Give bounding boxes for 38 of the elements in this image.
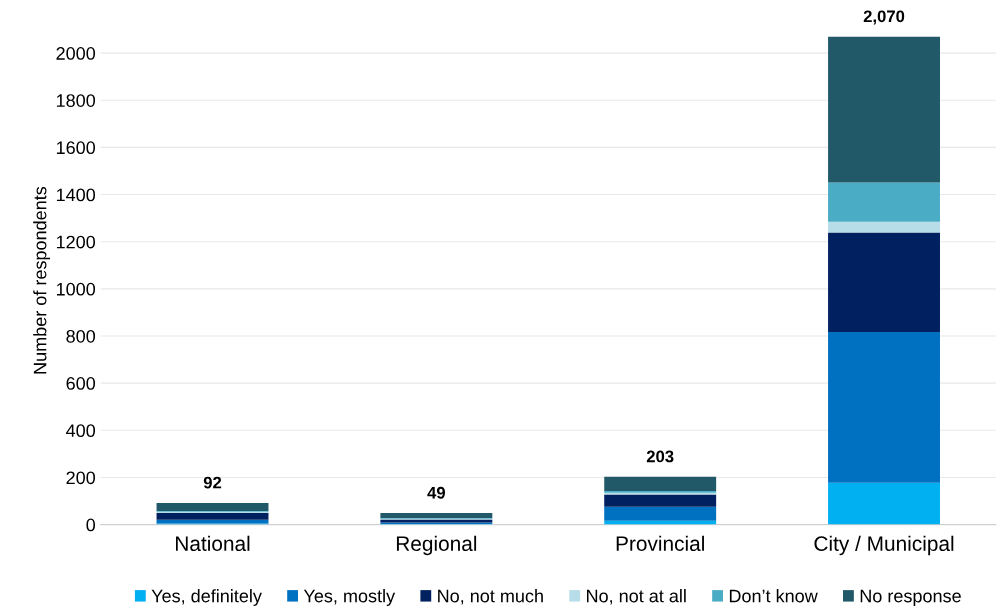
bar — [156, 502, 269, 511]
y-tick-label: 800 — [66, 329, 96, 343]
bar — [604, 476, 717, 492]
bar — [156, 513, 269, 520]
bar — [828, 232, 940, 332]
y-tick-label: 1200 — [56, 235, 96, 249]
y-tick-label: 0 — [86, 518, 96, 532]
legend-label: No response — [860, 589, 961, 606]
bar — [604, 506, 717, 521]
y-tick-label: 1400 — [56, 188, 96, 202]
y-tick-label: 1000 — [56, 282, 96, 296]
x-tick-label: Provincial — [616, 535, 704, 552]
x-tick-label: City / Municipal — [814, 535, 954, 556]
bar — [380, 513, 493, 518]
bar — [828, 36, 940, 183]
total-label: 92 — [203, 476, 222, 489]
bar — [828, 482, 940, 525]
legend-label: Don’t know — [729, 589, 818, 603]
bar — [828, 331, 940, 483]
y-tick-label: 200 — [66, 471, 96, 485]
y-tick-label: 400 — [66, 424, 96, 438]
bar — [604, 494, 717, 507]
bar — [828, 221, 940, 233]
legend-label: Yes, definitely — [151, 589, 262, 606]
x-tick-label: Regional — [396, 535, 477, 556]
x-tick-label: National — [176, 535, 250, 552]
y-axis-title: Number of respondents — [33, 186, 51, 374]
total-label: 2,070 — [863, 10, 905, 25]
legend-label: No, not much — [438, 589, 543, 605]
y-tick-label: 1600 — [56, 141, 96, 155]
legend-label: No, not at all — [587, 589, 686, 605]
y-tick-label: 2000 — [56, 47, 96, 60]
y-tick-label: 600 — [66, 377, 96, 390]
legend-label: Yes, mostly — [303, 589, 396, 606]
total-label: 203 — [646, 450, 674, 463]
total-label: 49 — [427, 486, 445, 499]
y-tick-label: 1800 — [56, 94, 96, 107]
bar — [828, 182, 940, 222]
